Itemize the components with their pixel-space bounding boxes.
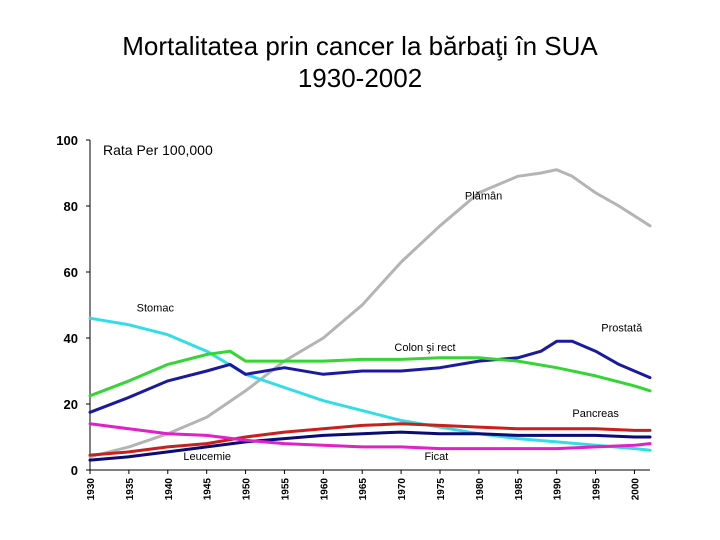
chart-title: Mortalitatea prin cancer la bărbaţi în S… xyxy=(0,30,720,94)
x-tick-label: 1985 xyxy=(514,478,525,501)
x-tick-label: 1950 xyxy=(242,478,253,501)
x-tick-label: 1965 xyxy=(358,478,369,501)
y-axis-label: Rata Per 100,000 xyxy=(103,142,213,158)
series-line-plămân xyxy=(88,168,652,459)
y-tick-label: 40 xyxy=(64,331,78,346)
series-line-colon-şi-rect xyxy=(88,349,652,398)
series-label: Pancreas xyxy=(572,408,619,420)
x-tick-label: 1930 xyxy=(86,478,97,501)
x-tick-label: 1960 xyxy=(319,478,330,501)
series-label: Leucemie xyxy=(183,451,231,463)
series-label: Stomac xyxy=(137,303,175,315)
series-line-prostată xyxy=(88,339,652,414)
series-label: Ficat xyxy=(424,451,448,463)
series-line-ficat xyxy=(88,422,652,451)
x-tick-label: 1990 xyxy=(553,478,564,501)
x-tick-label: 1970 xyxy=(397,478,408,501)
series-label: Plămân xyxy=(465,190,502,202)
series-line-stomac xyxy=(88,316,652,452)
x-ticks: 1930 1935 1940 1945 1950 1955 1960 1965 1970 1975… xyxy=(86,470,641,500)
x-tick-label: 1945 xyxy=(203,478,214,501)
series-line-pancreas xyxy=(88,422,652,457)
x-tick-label: 1935 xyxy=(125,478,136,501)
series-labels: Plămân Stomac Prostată Colon şi rect Pancrea… xyxy=(137,190,643,463)
x-tick-label: 1995 xyxy=(592,478,603,501)
series-lines xyxy=(88,168,652,462)
x-tick-label: 1955 xyxy=(280,478,291,501)
y-tick-label: 0 xyxy=(71,463,78,478)
chart-title-line-2: 1930-2002 xyxy=(297,63,423,93)
x-tick-label: 1940 xyxy=(164,478,175,501)
x-tick-label: 2000 xyxy=(630,478,641,501)
chart-axes xyxy=(89,140,650,471)
series-line-leucemie xyxy=(88,430,652,462)
y-tick-label: 80 xyxy=(64,199,78,214)
y-tick-label: 20 xyxy=(64,397,78,412)
x-tick-label: 1980 xyxy=(475,478,486,501)
y-ticks: 0 20 40 60 80 100 xyxy=(56,133,90,478)
x-tick-label: 1975 xyxy=(436,478,447,501)
series-label: Prostată xyxy=(601,322,643,334)
series-label: Colon şi rect xyxy=(394,342,455,354)
chart-title-line-1: Mortalitatea prin cancer la bărbaţi în S… xyxy=(122,31,598,61)
y-tick-label: 60 xyxy=(64,265,78,280)
y-tick-label: 100 xyxy=(56,133,78,148)
